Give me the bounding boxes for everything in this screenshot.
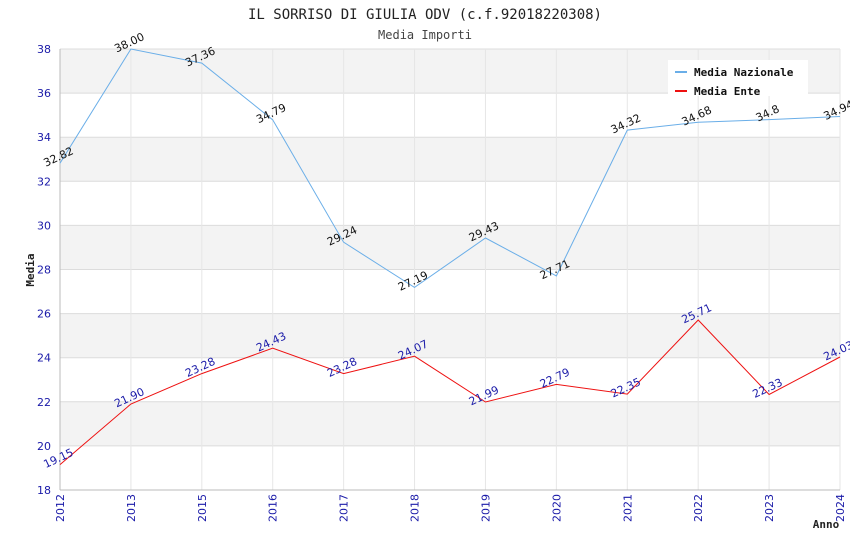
y-tick-label: 28	[37, 264, 51, 277]
y-tick-label: 24	[37, 352, 51, 365]
y-tick-label: 26	[37, 308, 51, 321]
x-tick-label: 2024	[834, 494, 847, 522]
x-tick-label: 2021	[621, 494, 634, 522]
y-tick-label: 30	[37, 219, 51, 232]
y-tick-label: 38	[37, 43, 51, 56]
grid-band	[60, 137, 840, 182]
grid-band	[60, 181, 840, 226]
x-axis-ticks: 2012 2013 2015 2016 2017 2018 2019 2020 2021 2022…	[54, 494, 847, 522]
x-tick-label: 2023	[763, 494, 776, 522]
axes	[59, 49, 840, 491]
x-tick-label: 2022	[692, 494, 705, 522]
x-tick-label: 2013	[125, 494, 138, 522]
x-tick-label: 2015	[196, 494, 209, 522]
x-tick-label: 2012	[54, 494, 67, 522]
legend-box	[668, 60, 808, 96]
chart-title: IL SORRISO DI GIULIA ODV (c.f.9201822030…	[248, 7, 602, 23]
plot-background	[60, 49, 840, 490]
series-group	[59, 48, 841, 465]
y-tick-label: 34	[37, 131, 51, 144]
grid-band	[60, 269, 840, 314]
chart-subtitle: Media Importi	[378, 28, 472, 42]
x-tick-label: 2016	[267, 494, 280, 522]
x-tick-label: 2018	[409, 494, 422, 522]
x-axis-label: Anno	[813, 518, 840, 531]
legend-label: Media Ente	[694, 85, 761, 98]
y-axis-ticks: 18 20 22 24 26 28 30 32 34 36 38	[37, 43, 51, 497]
y-tick-label: 18	[37, 484, 51, 497]
x-tick-label: 2019	[479, 494, 492, 522]
grid-band	[60, 93, 840, 138]
y-tick-label: 22	[37, 396, 51, 409]
grid-band	[60, 313, 840, 358]
y-axis-label: Media	[24, 253, 37, 286]
y-tick-label: 32	[37, 175, 51, 188]
grid-band	[60, 445, 840, 490]
y-tick-label: 20	[37, 440, 51, 453]
y-tick-label: 36	[37, 87, 51, 100]
series-line-media-nazionale	[59, 48, 841, 289]
grid-band	[60, 401, 840, 446]
x-tick-label: 2017	[338, 494, 351, 522]
x-tick-label: 2020	[550, 494, 563, 522]
legend: Media Nazionale Media Ente	[668, 60, 808, 98]
series-line-media-ente	[59, 319, 841, 465]
grid-band	[60, 357, 840, 402]
legend-label: Media Nazionale	[694, 66, 794, 79]
